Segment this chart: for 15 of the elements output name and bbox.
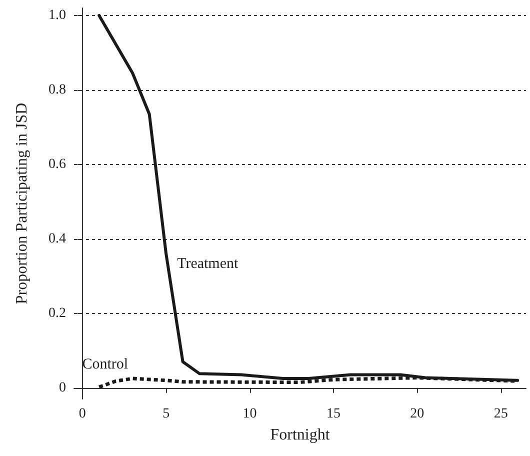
y-tick-label: 0.2 (48, 306, 66, 321)
x-tick-label: 20 (410, 406, 424, 422)
y-tick-label: 0 (59, 380, 66, 396)
y-tick-label: 0.6 (48, 156, 66, 172)
y-tick-label: 0.8 (48, 82, 66, 98)
x-tick-label: 25 (494, 406, 508, 422)
x-tick-label: 0 (78, 406, 86, 422)
y-axis-title: Proportion Participating in JSD (14, 102, 30, 304)
x-axis-title: Fortnight (270, 426, 330, 444)
x-tick-label: 15 (326, 406, 340, 422)
y-tick-label: 1.0 (48, 8, 66, 23)
y-tick-label: 0.4 (48, 231, 66, 246)
series-label: Treatment (177, 256, 240, 272)
x-tick-label: 5 (162, 406, 170, 422)
x-tick-label: 10 (242, 406, 257, 422)
